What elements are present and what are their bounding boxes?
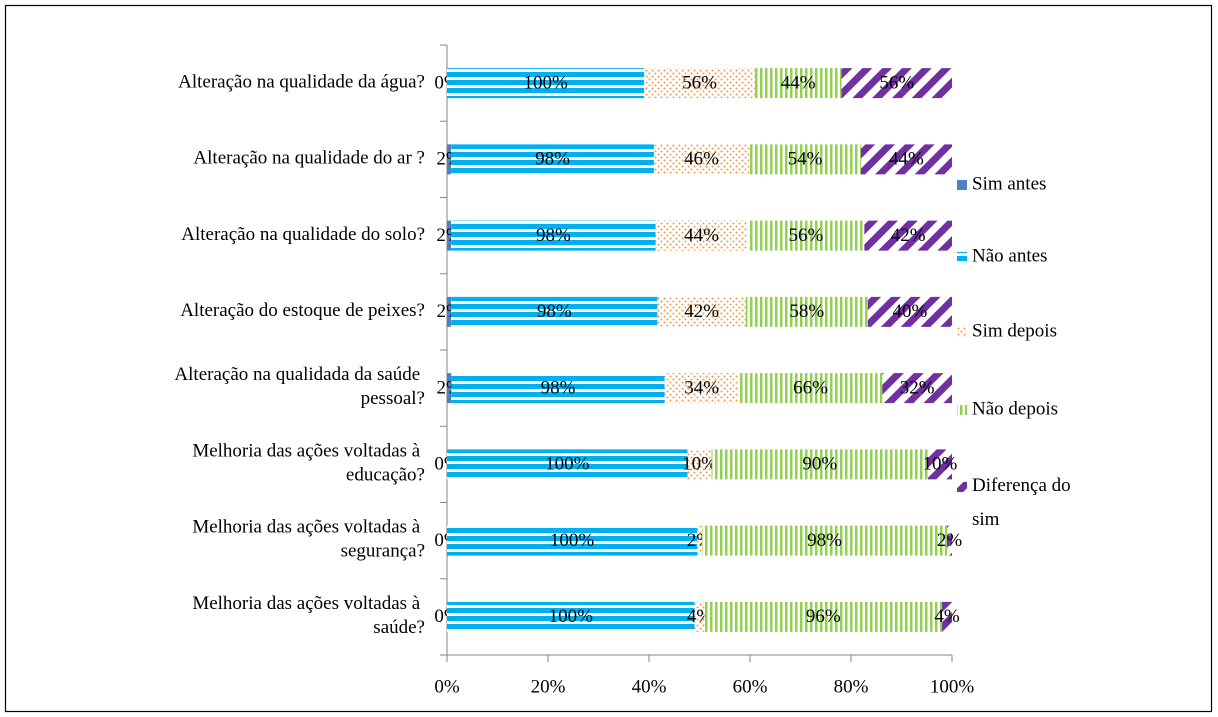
legend-label: Sim depois bbox=[972, 320, 1057, 341]
legend-swatch bbox=[957, 327, 967, 337]
bar-segment bbox=[447, 601, 695, 632]
category-label: Alteração na qualidade do ar ? bbox=[193, 148, 425, 169]
data-label: 100% bbox=[549, 606, 594, 627]
data-label: 100% bbox=[545, 454, 590, 475]
data-label: 58% bbox=[789, 301, 824, 322]
legend-label: Não antes bbox=[972, 245, 1047, 266]
data-label: 44% bbox=[684, 225, 719, 246]
x-tick-label: 60% bbox=[733, 676, 768, 697]
bar-segment bbox=[653, 144, 750, 175]
data-label: 44% bbox=[889, 149, 924, 170]
bar-segment bbox=[860, 144, 952, 175]
bar-segment bbox=[864, 220, 952, 251]
data-label: 98% bbox=[541, 377, 576, 398]
bar-segment bbox=[447, 373, 452, 404]
bar-segment bbox=[747, 220, 865, 251]
bar-segment bbox=[451, 144, 654, 175]
data-label: 40% bbox=[893, 301, 928, 322]
legend-swatch bbox=[957, 405, 967, 415]
data-label: 66% bbox=[793, 377, 828, 398]
bar-segment bbox=[754, 68, 842, 99]
legend-label: Sim antes bbox=[972, 173, 1046, 194]
bar-segment bbox=[447, 144, 452, 175]
bar-segment bbox=[447, 220, 452, 251]
bar-segment bbox=[882, 373, 952, 404]
x-tick-label: 80% bbox=[834, 676, 869, 697]
data-label: 98% bbox=[536, 225, 571, 246]
bar-segment bbox=[867, 296, 952, 327]
legend-swatch bbox=[957, 482, 967, 492]
x-tick-label: 20% bbox=[531, 676, 566, 697]
data-label: 98% bbox=[535, 149, 570, 170]
bar-segment bbox=[738, 373, 883, 404]
data-label: 100% bbox=[550, 530, 595, 551]
bar-segment bbox=[942, 601, 952, 632]
data-label: 42% bbox=[684, 301, 719, 322]
bar-segment bbox=[655, 220, 748, 251]
legend-label: Não depois bbox=[972, 398, 1058, 419]
data-label: 46% bbox=[684, 149, 719, 170]
data-label: 10% bbox=[923, 454, 958, 475]
category-label: Alteração na qualidade da água? bbox=[178, 71, 425, 92]
category-label: Melhoria das ações voltadas à educação? bbox=[192, 441, 425, 486]
category-label: Alteração na qualidada da saúde pessoal? bbox=[174, 364, 425, 409]
data-label: 96% bbox=[806, 606, 841, 627]
data-label: 98% bbox=[537, 301, 572, 322]
bar-segment bbox=[749, 144, 861, 175]
category-label: Melhoria das ações voltadas à saúde? bbox=[192, 593, 425, 638]
bar-segment bbox=[745, 296, 868, 327]
data-label: 4% bbox=[934, 606, 960, 627]
bar-segment bbox=[697, 525, 702, 556]
bar-segment bbox=[841, 68, 952, 99]
category-label: Melhoria das ações voltadas à segurança? bbox=[192, 517, 425, 562]
bar-segment bbox=[644, 68, 755, 99]
bar-segment bbox=[451, 296, 658, 327]
category-label: Alteração do estoque de peixes? bbox=[180, 300, 425, 321]
data-label: 34% bbox=[684, 377, 719, 398]
bar-segment bbox=[447, 296, 452, 327]
data-label: 2% bbox=[937, 530, 963, 551]
data-label: 98% bbox=[807, 530, 842, 551]
x-tick-label: 100% bbox=[930, 676, 975, 697]
legend-label: Diferença do sim bbox=[972, 475, 1075, 530]
bar-segment bbox=[657, 296, 746, 327]
bar-segment bbox=[447, 449, 688, 480]
bar-segment bbox=[711, 449, 928, 480]
bar-segment bbox=[687, 449, 712, 480]
data-label: 10% bbox=[682, 454, 717, 475]
bar-segment bbox=[447, 68, 645, 99]
bar-segment bbox=[451, 373, 665, 404]
data-label: 42% bbox=[891, 225, 926, 246]
data-label: 90% bbox=[802, 454, 837, 475]
legend-swatch bbox=[957, 180, 967, 190]
legend-swatch bbox=[957, 252, 967, 262]
bar-segment bbox=[927, 449, 952, 480]
bar-segment bbox=[664, 373, 739, 404]
data-label: 56% bbox=[682, 72, 717, 93]
category-label: Alteração na qualidade do solo? bbox=[181, 224, 425, 245]
bar-segment bbox=[451, 220, 656, 251]
data-label: 100% bbox=[523, 72, 568, 93]
data-label: 32% bbox=[900, 377, 935, 398]
bar-segment bbox=[694, 601, 705, 632]
data-label: 44% bbox=[781, 72, 816, 93]
x-tick-label: 0% bbox=[434, 676, 460, 697]
data-label: 56% bbox=[789, 225, 824, 246]
frame bbox=[4, 4, 1213, 713]
bar-segment bbox=[447, 525, 697, 556]
data-label: 54% bbox=[788, 149, 823, 170]
bar-segment bbox=[702, 525, 947, 556]
bar-segment bbox=[704, 601, 943, 632]
x-tick-label: 40% bbox=[632, 676, 667, 697]
bar-segment bbox=[947, 525, 952, 556]
data-label: 56% bbox=[879, 72, 914, 93]
